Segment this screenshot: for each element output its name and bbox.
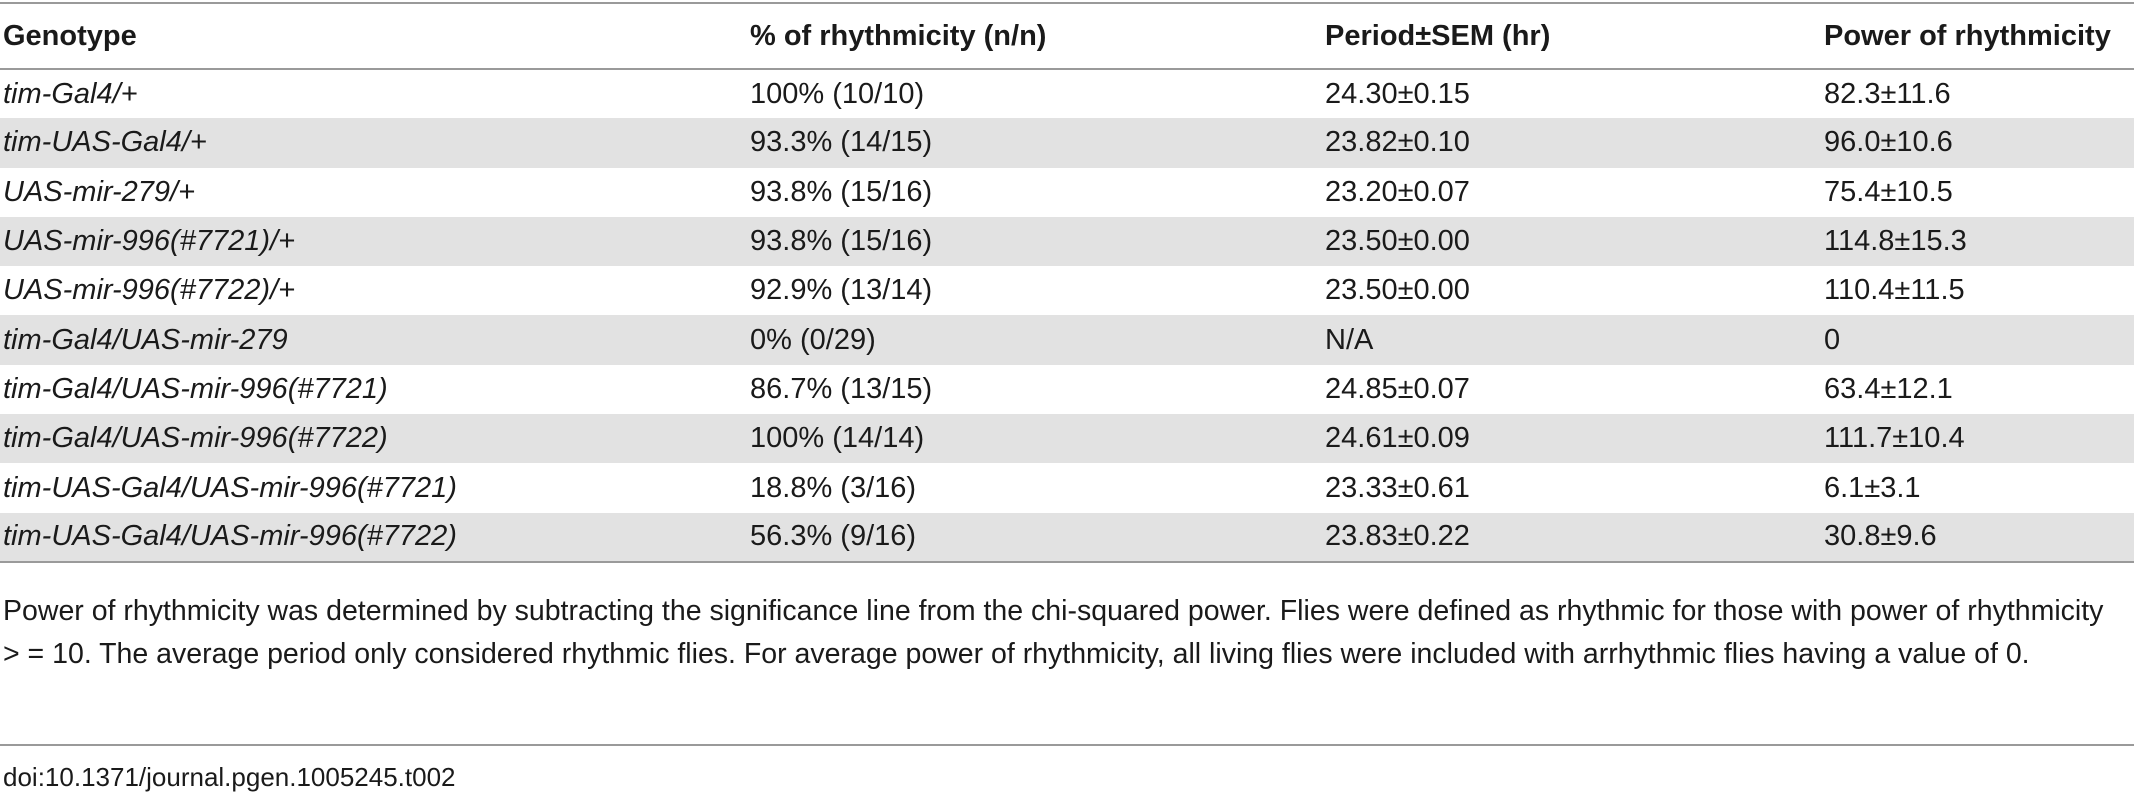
cell-rhythmicity-percent: 100% (14/14) <box>750 422 925 455</box>
table-row: UAS-mir-279/+ 93.8% (15/16) 23.20±0.07 7… <box>0 168 2134 217</box>
table-row: tim-Gal4/UAS-mir-279 0% (0/29) N/A 0 <box>0 315 2134 365</box>
cell-rhythmicity-percent: 18.8% (3/16) <box>750 471 917 504</box>
cell-rhythmicity-percent: 93.3% (14/15) <box>750 126 933 159</box>
cell-period-sem: 23.83±0.22 <box>1325 520 1470 553</box>
cell-period-sem: 24.30±0.15 <box>1325 77 1470 110</box>
cell-period-sem: N/A <box>1325 323 1374 356</box>
table-body: tim-Gal4/+ 100% (10/10) 24.30±0.15 82.3±… <box>0 69 2134 562</box>
table-row: tim-UAS-Gal4/UAS-mir-996(#7721) 18.8% (3… <box>0 463 2134 512</box>
header-power-of-rhythmicity: Power of rhythmicity <box>1824 19 2111 52</box>
cell-genotype: tim-Gal4/UAS-mir-996(#7721) <box>3 372 388 405</box>
cell-genotype: tim-Gal4/+ <box>3 77 138 110</box>
cell-rhythmicity-percent: 56.3% (9/16) <box>750 520 917 553</box>
cell-genotype: UAS-mir-279/+ <box>3 175 196 208</box>
cell-genotype: UAS-mir-996(#7721)/+ <box>3 225 296 258</box>
cell-period-sem: 23.33±0.61 <box>1325 471 1470 504</box>
cell-period-sem: 24.61±0.09 <box>1325 422 1470 455</box>
header-row: Genotype % of rhythmicity (n/n) Period±S… <box>0 3 2134 69</box>
cell-rhythmicity-percent: 0% (0/29) <box>750 323 876 356</box>
table-row: UAS-mir-996(#7721)/+ 93.8% (15/16) 23.50… <box>0 216 2134 267</box>
cell-period-sem: 24.85±0.07 <box>1325 372 1470 405</box>
cell-genotype: tim-Gal4/UAS-mir-279 <box>3 323 288 356</box>
cell-period-sem: 23.50±0.00 <box>1325 225 1470 258</box>
header-period-sem: Period±SEM (hr) <box>1325 19 1551 52</box>
table-row: UAS-mir-996(#7722)/+ 92.9% (13/14) 23.50… <box>0 266 2134 315</box>
cell-genotype: tim-UAS-Gal4/+ <box>3 126 207 159</box>
cell-rhythmicity-percent: 93.8% (15/16) <box>750 225 933 258</box>
cell-power: 111.7±10.4 <box>1824 422 1965 455</box>
cell-period-sem: 23.82±0.10 <box>1325 126 1470 159</box>
cell-rhythmicity-percent: 92.9% (13/14) <box>750 274 933 307</box>
table-row: tim-Gal4/UAS-mir-996(#7721) 86.7% (13/15… <box>0 365 2134 414</box>
cell-power: 114.8±15.3 <box>1824 225 1967 258</box>
doi-reference: doi:10.1371/journal.pgen.1005245.t002 <box>3 762 456 792</box>
data-table: Genotype % of rhythmicity (n/n) Period±S… <box>0 2 2134 563</box>
table-row: tim-Gal4/+ 100% (10/10) 24.30±0.15 82.3±… <box>0 69 2134 118</box>
table-footnote: Power of rhythmicity was determined by s… <box>3 595 2104 670</box>
cell-genotype: tim-Gal4/UAS-mir-996(#7722) <box>3 422 388 455</box>
cell-power: 30.8±9.6 <box>1824 520 1937 553</box>
cell-rhythmicity-percent: 86.7% (13/15) <box>750 372 933 405</box>
cell-power: 6.1±3.1 <box>1824 471 1921 504</box>
cell-genotype: tim-UAS-Gal4/UAS-mir-996(#7722) <box>3 520 457 553</box>
cell-power: 82.3±11.6 <box>1824 77 1951 110</box>
cell-power: 0 <box>1824 323 1841 356</box>
cell-rhythmicity-percent: 93.8% (15/16) <box>750 175 933 208</box>
cell-genotype: tim-UAS-Gal4/UAS-mir-996(#7721) <box>3 471 457 504</box>
header-genotype: Genotype <box>3 19 137 52</box>
table-row: tim-Gal4/UAS-mir-996(#7722) 100% (14/14)… <box>0 414 2134 464</box>
table-header: Genotype % of rhythmicity (n/n) Period±S… <box>0 3 2134 69</box>
data-table-container: Genotype % of rhythmicity (n/n) Period±S… <box>0 2 2134 563</box>
cell-rhythmicity-percent: 100% (10/10) <box>750 77 925 110</box>
cell-period-sem: 23.20±0.07 <box>1325 175 1470 208</box>
footer-divider <box>0 744 2134 746</box>
table-row: tim-UAS-Gal4/+ 93.3% (14/15) 23.82±0.10 … <box>0 118 2134 168</box>
cell-power: 110.4±11.5 <box>1824 274 1965 307</box>
cell-power: 75.4±10.5 <box>1824 175 1953 208</box>
cell-power: 96.0±10.6 <box>1824 126 1953 159</box>
cell-period-sem: 23.50±0.00 <box>1325 274 1470 307</box>
table-row: tim-UAS-Gal4/UAS-mir-996(#7722) 56.3% (9… <box>0 512 2134 562</box>
header-rhythmicity-percent: % of rhythmicity (n/n) <box>750 19 1047 52</box>
cell-power: 63.4±12.1 <box>1824 372 1953 405</box>
cell-genotype: UAS-mir-996(#7722)/+ <box>3 274 296 307</box>
